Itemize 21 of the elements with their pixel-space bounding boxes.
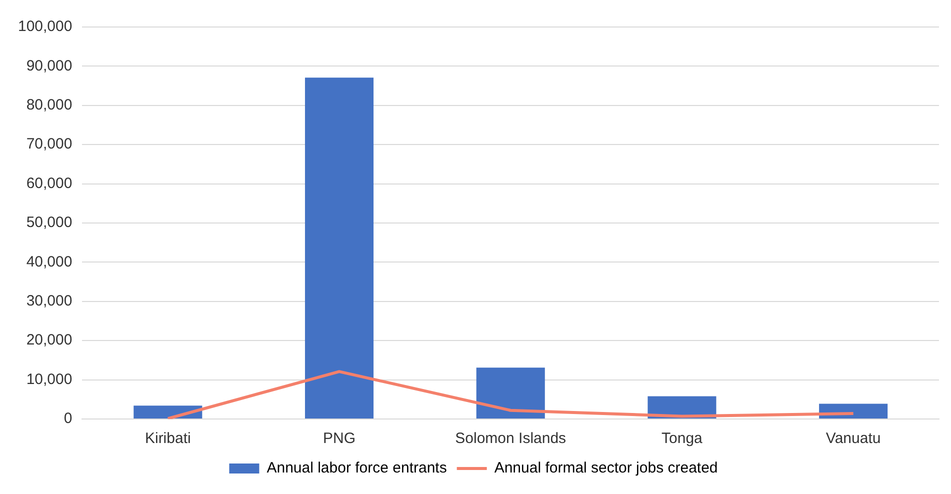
x-tick-label: Tonga bbox=[662, 430, 704, 448]
y-tick-label: 0 bbox=[64, 410, 72, 428]
bar bbox=[476, 368, 545, 418]
x-tick-label: PNG bbox=[322, 430, 356, 448]
bar bbox=[304, 78, 374, 418]
y-tick-label: 50,000 bbox=[26, 214, 72, 232]
legend-label: Annual formal sector jobs created bbox=[494, 460, 718, 477]
y-tick-label: 100,000 bbox=[18, 18, 72, 36]
y-tick-label: 80,000 bbox=[26, 96, 72, 114]
y-tick-label: 30,000 bbox=[26, 292, 72, 310]
y-tick-label: 90,000 bbox=[26, 57, 72, 74]
y-tick-label: 10,000 bbox=[26, 370, 72, 388]
y-tick-label: 60,000 bbox=[26, 174, 72, 192]
legend-label: Annual labor force entrants bbox=[266, 460, 447, 477]
y-tick-label: 70,000 bbox=[26, 136, 72, 153]
x-tick-label: Vanuatu bbox=[826, 430, 881, 448]
x-tick-label: Solomon Islands bbox=[455, 430, 566, 448]
y-tick-label: 20,000 bbox=[26, 332, 72, 349]
bar bbox=[819, 404, 888, 418]
y-tick-label: 40,000 bbox=[26, 253, 72, 270]
x-tick-label: Kiribati bbox=[144, 430, 191, 448]
